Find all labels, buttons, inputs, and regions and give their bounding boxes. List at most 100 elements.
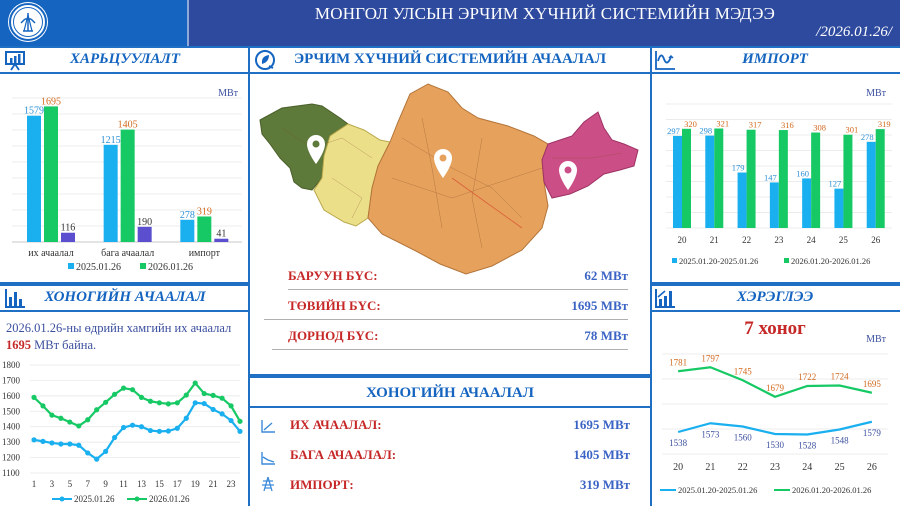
logo-area — [0, 0, 189, 46]
y-tick: 1300 — [2, 437, 21, 447]
note-peak-value: 1695 — [6, 338, 31, 352]
category-label: 24 — [807, 235, 817, 245]
bar — [137, 226, 152, 242]
x-tick: 25 — [835, 462, 845, 473]
bar-value: 1215 — [101, 135, 121, 146]
daily-row-import: ИМПОРТ: 319 МВт — [258, 474, 630, 502]
x-tick: 22 — [738, 462, 748, 473]
x-tick: 5 — [68, 479, 73, 489]
bar — [875, 129, 885, 228]
daily-load-left-title: ХОНОГИЙН АЧААЛАЛ — [44, 288, 206, 305]
daily-value: 1405 МВт — [573, 447, 630, 462]
map-region-east — [541, 111, 639, 199]
legend-label: 2025.01.20-2025.01.26 — [679, 256, 758, 266]
category-label: 22 — [742, 235, 751, 245]
map-pin-west-icon[interactable] — [307, 135, 325, 164]
bar — [120, 129, 135, 242]
bar-value: 308 — [813, 123, 826, 133]
bar — [705, 135, 715, 228]
comparison-title: ХАРЬЦУУЛАЛТ — [70, 50, 180, 67]
daily-row-peak: ИХ АЧААЛАЛ: 1695 МВт — [258, 414, 630, 442]
point-value: 1579 — [863, 428, 882, 438]
note-text: 2026.01.26-ны өдрийн хамгийн их ачаалал — [6, 321, 232, 335]
bar-value: 160 — [796, 168, 809, 178]
x-tick: 1 — [32, 479, 37, 489]
region-row-central: ТӨВИЙН БҮС: 1695 МВт — [264, 292, 628, 320]
legend-label: 2025.01.26 — [76, 262, 121, 273]
bar — [44, 106, 58, 243]
point-value: 1797 — [701, 353, 720, 363]
series-line — [677, 420, 873, 436]
point-value: 1530 — [766, 440, 785, 450]
import-bar-chart: МВт 297 320 20 298 321 21 179 317 22 147 316 23 160 30… — [666, 88, 892, 266]
presentation-chart-icon — [5, 51, 25, 71]
import-header: ИМПОРТ — [650, 46, 900, 74]
consumption-heading: 7 хоног — [744, 318, 806, 339]
point-value: 1679 — [766, 383, 785, 393]
daily-value: 319 МВт — [579, 477, 630, 492]
energy-regulatory-logo-icon — [9, 3, 47, 41]
bar-value: 317 — [749, 120, 762, 130]
bar-value: 278 — [180, 210, 195, 221]
bar — [737, 172, 747, 228]
bar-chart-icon — [5, 289, 25, 308]
legend-label: 2025.01.26 — [74, 494, 115, 504]
import-panel — [650, 46, 900, 284]
power-tower-icon — [262, 476, 274, 492]
series-line — [678, 366, 873, 398]
map-region-central — [367, 83, 549, 275]
legend-label: 2026.01.26 — [149, 494, 190, 504]
y-tick: 1700 — [2, 375, 21, 385]
daily-label: БАГА АЧААЛАЛ: — [290, 447, 397, 462]
x-tick: 23 — [227, 479, 237, 489]
map-pin-east-icon[interactable] — [559, 161, 577, 190]
region-value: 1695 МВт — [571, 298, 628, 313]
bar — [746, 129, 756, 228]
bar-value: 278 — [861, 132, 874, 142]
bar — [103, 144, 118, 242]
point-value: 1724 — [831, 372, 850, 382]
bar-value: 190 — [137, 217, 152, 228]
legend-label: 2026.01.20-2026.01.26 — [791, 256, 870, 266]
bar — [834, 188, 844, 228]
x-tick: 23 — [770, 462, 780, 473]
report-date: /2026.01.26/ — [816, 24, 892, 40]
bar — [27, 115, 41, 242]
map-pin-central-icon[interactable] — [434, 149, 452, 178]
category-label: 26 — [871, 235, 881, 245]
x-tick: 21 — [209, 479, 218, 489]
region-row-east: ДОРНОД БҮС: 78 МВт — [272, 322, 628, 350]
bar-value: 179 — [732, 163, 745, 173]
series-line — [33, 381, 241, 428]
import-title: ИМПОРТ — [742, 50, 808, 67]
bar — [682, 128, 691, 228]
region-label: ТӨВИЙН БҮС: — [288, 298, 381, 313]
peak-load-note: 2026.01.26-ны өдрийн хамгийн их ачаалал … — [6, 320, 246, 354]
bar-value: 316 — [781, 120, 794, 130]
x-tick: 7 — [85, 479, 90, 489]
x-tick: 19 — [191, 479, 201, 489]
bar-value: 116 — [61, 223, 76, 234]
point-value: 1695 — [863, 379, 882, 389]
system-load-header: ЭРЧИМ ХҮЧНИЙ СИСТЕМИЙН АЧААЛАЛ — [248, 46, 652, 74]
bar — [811, 132, 821, 228]
legend-label: 2025.01.20-2025.01.26 — [678, 485, 757, 495]
bar-value: 321 — [716, 118, 729, 128]
category-label: 25 — [839, 235, 849, 245]
x-tick: 3 — [50, 479, 55, 489]
bar-value: 298 — [699, 126, 712, 136]
bar — [843, 134, 853, 228]
point-value: 1548 — [831, 436, 850, 446]
bar — [714, 128, 724, 228]
bar — [673, 135, 682, 228]
unit-label: МВт — [866, 334, 887, 345]
consumption-line-chart: МВт 20 21 22 23 24 25 26 1538 1573 1560 1530 1528 154… — [660, 334, 888, 495]
comparison-header: ХАРЬЦУУЛАЛТ — [0, 46, 250, 74]
point-value: 1560 — [734, 433, 753, 443]
consumption-title: ХЭРЭГЛЭЭ — [736, 288, 814, 305]
point-value: 1573 — [701, 429, 720, 439]
daily-load-left-header: ХОНОГИЙН АЧААЛАЛ — [0, 284, 250, 312]
map-region-west-central — [313, 123, 391, 227]
unit-label: МВт — [218, 88, 239, 99]
